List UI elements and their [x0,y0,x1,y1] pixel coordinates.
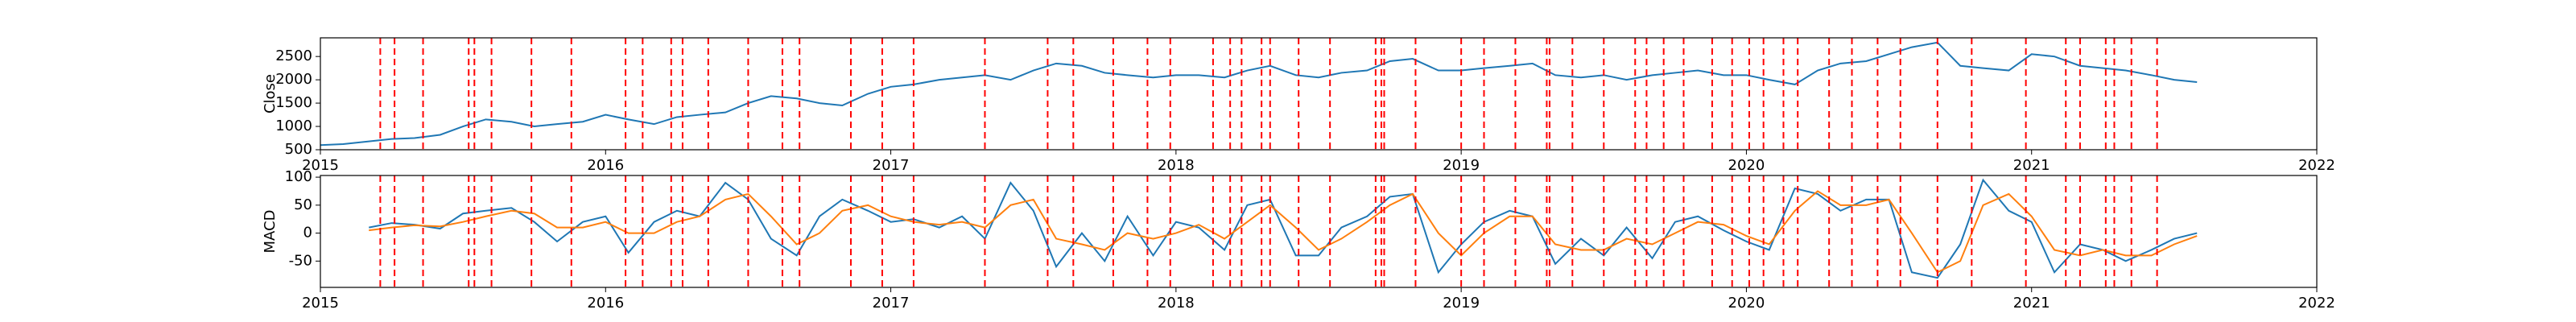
x-tick-label: 2019 [1443,295,1480,312]
x-tick-label: 2021 [2013,295,2050,312]
y-tick-label: 0 [303,225,312,242]
y-tick-label: -50 [289,252,312,269]
x-tick-label: 2022 [2298,295,2335,312]
series-line [320,41,2198,147]
x-tick-label: 2018 [1158,295,1195,312]
y-tick-label: 2500 [275,47,312,64]
y-tick-label: 1000 [275,118,312,134]
y-tick-label: 1500 [275,94,312,111]
series-line [369,178,2198,279]
x-tick-label: 2021 [2013,157,2050,174]
axes-frame [320,37,2318,151]
y-tick-label: 2000 [275,71,312,88]
x-tick-label: 2017 [873,295,910,312]
y-tick-label: 500 [285,141,312,158]
x-tick-label: 2018 [1158,157,1195,174]
x-tick-label: 2020 [1728,157,1765,174]
x-tick-label: 2016 [587,295,624,312]
x-tick-label: 2015 [302,157,339,174]
x-tick-label: 2020 [1728,295,1765,312]
y-tick-label: 100 [285,168,312,185]
y-axis-label: Close [262,74,279,114]
y-axis-label: MACD [262,210,279,254]
x-tick-label: 2015 [302,295,339,312]
x-tick-label: 2016 [587,157,624,174]
x-tick-label: 2017 [873,157,910,174]
axes-frame [320,175,2318,288]
y-tick-label: 50 [294,196,312,213]
x-tick-label: 2022 [2298,157,2335,174]
series-line [369,190,2198,274]
x-tick-label: 2019 [1443,157,1480,174]
